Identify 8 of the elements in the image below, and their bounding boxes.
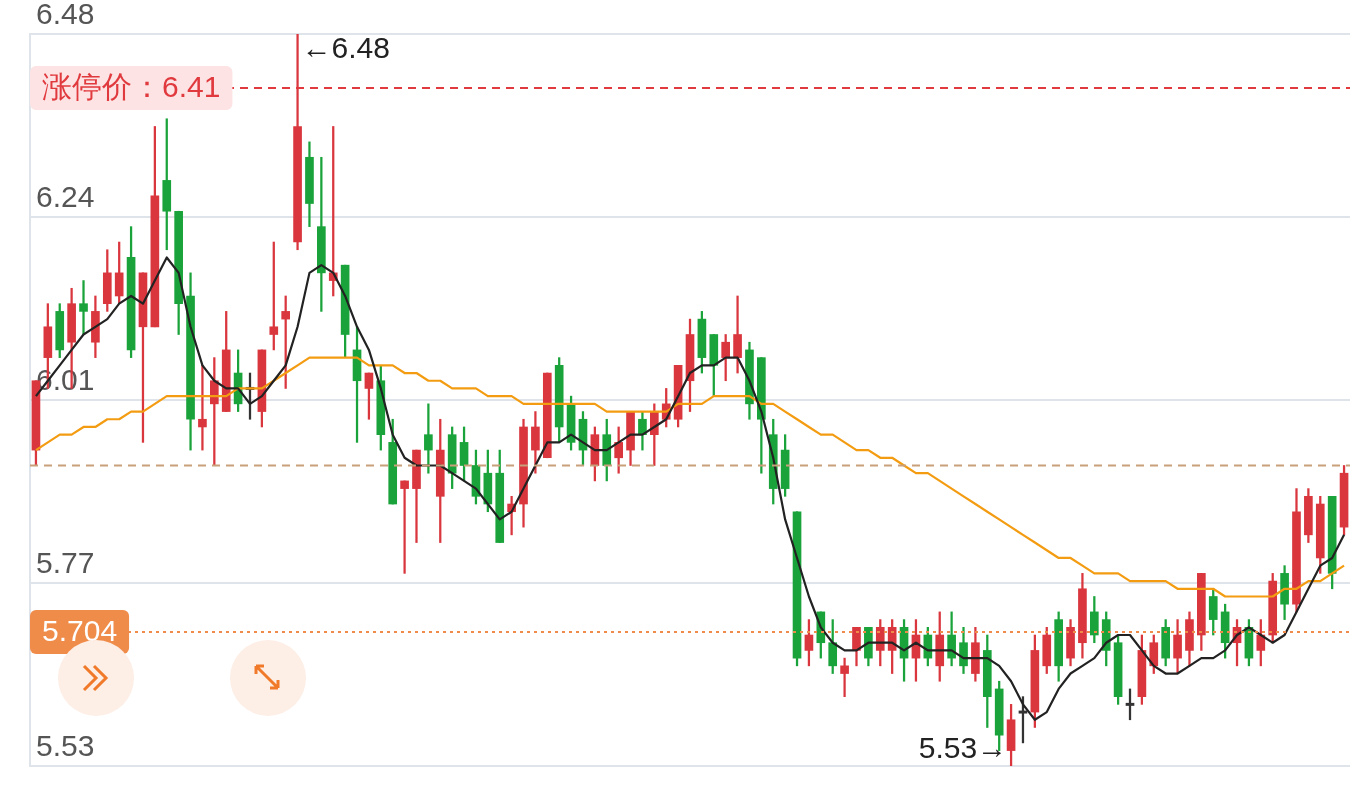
ref-line-label: 涨停价：6.41 — [42, 70, 221, 104]
annotation: ←6.48 — [301, 31, 390, 65]
y-tick-label: 6.48 — [36, 0, 95, 31]
ref-line-label: 5.704 — [42, 614, 118, 648]
y-tick-label: 5.53 — [36, 729, 95, 763]
y-tick-label: 6.24 — [36, 180, 95, 214]
y-tick-label: 5.77 — [36, 546, 95, 580]
annotation: 5.53→ — [918, 731, 1008, 765]
